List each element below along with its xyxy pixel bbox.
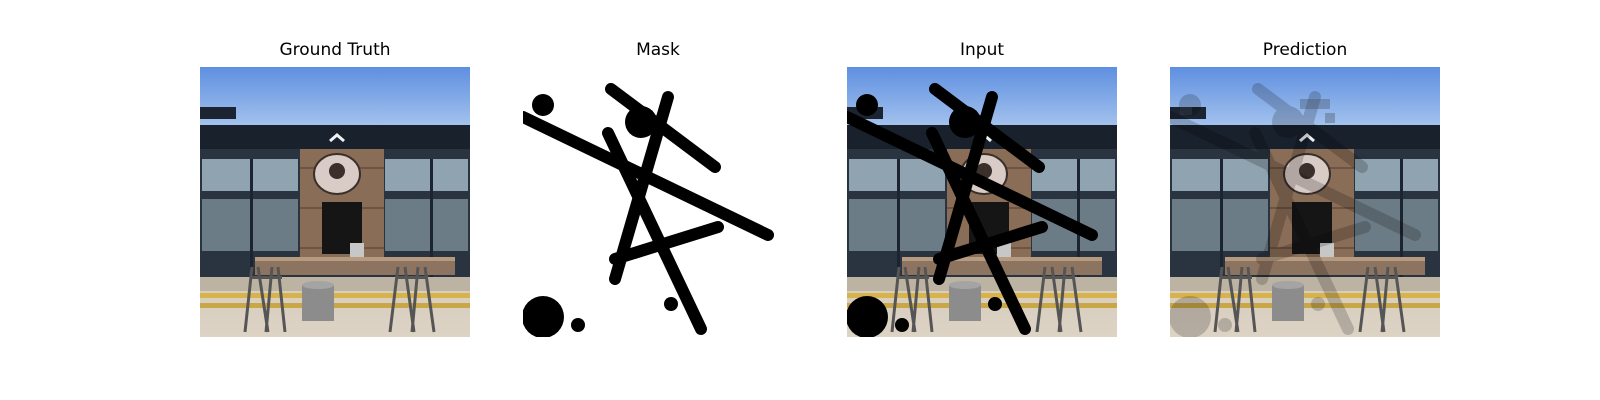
prediction-image	[1170, 67, 1440, 337]
input-title: Input	[959, 40, 1005, 60]
input-panel: Input	[847, 40, 1117, 340]
ground-truth-panel: Ground Truth	[200, 40, 470, 340]
ground-truth-image	[200, 67, 470, 337]
mask-image	[523, 67, 793, 337]
prediction-panel: Prediction	[1170, 40, 1440, 340]
ground-truth-title: Ground Truth	[279, 40, 391, 60]
prediction-title: Prediction	[1262, 40, 1348, 60]
input-image	[847, 67, 1117, 337]
mask-title: Mask	[636, 40, 680, 60]
mask-panel: Mask	[523, 40, 793, 340]
